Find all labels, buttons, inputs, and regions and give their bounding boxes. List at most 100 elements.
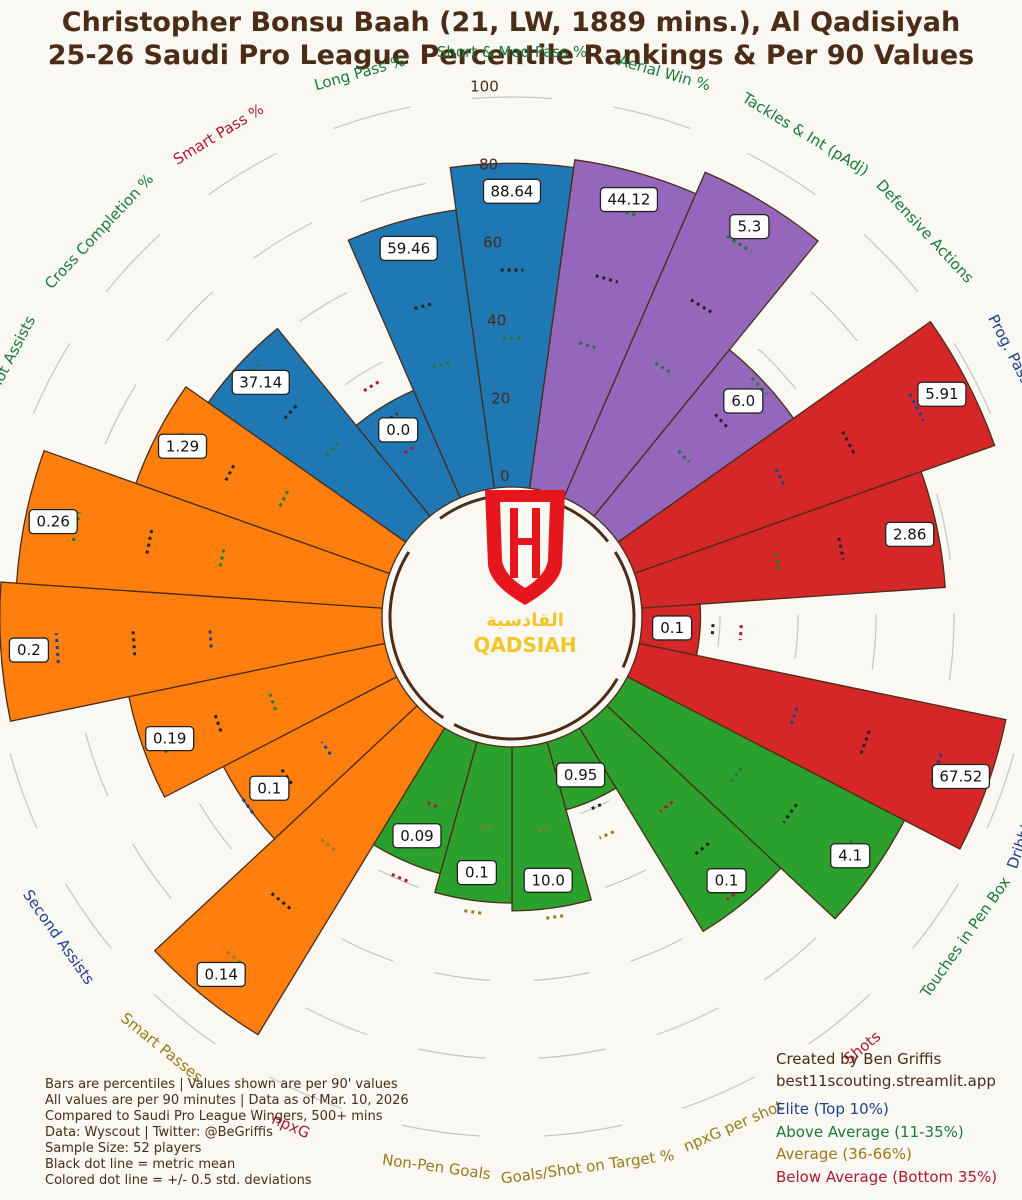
std-dot-line [363, 380, 380, 392]
metric-label: Long Pass % [312, 52, 407, 94]
footnote-line: Compared to Saudi Pro League Wingers, 50… [45, 1109, 383, 1124]
mean-dot-line [587, 803, 602, 812]
legend-elite: Elite (Top 10%) [776, 1100, 889, 1118]
metric-label: Defensive Actions [872, 176, 977, 287]
mean-dot-line [714, 413, 730, 430]
std-dot-line [578, 341, 598, 350]
grid-arc [341, 938, 394, 962]
metric-label: Prog. Passes [984, 312, 1022, 403]
std-dot-line [534, 827, 549, 833]
grid-arc [105, 233, 161, 293]
grid-arc [360, 182, 426, 203]
grid-arc [64, 883, 112, 949]
value-label-box [885, 521, 935, 548]
metric-label: Second Assists [19, 886, 98, 988]
legend-below-average: Below Average (Bottom 35%) [776, 1167, 998, 1186]
grid-arc [153, 993, 216, 1045]
value-label: 1.29 [166, 437, 199, 455]
radial-tick-label: 20 [491, 389, 510, 407]
credits: Created by Ben Griffis best11scouting.st… [776, 1048, 996, 1092]
grid-arc [810, 291, 858, 342]
std-dot-line [320, 741, 332, 756]
logo-latin-text: QADSIAH [473, 633, 576, 657]
bar-long-pass- [347, 209, 496, 499]
grid-arc [9, 753, 38, 829]
value-label-box [196, 961, 246, 988]
group-arc [388, 551, 445, 720]
value-label-box [931, 763, 991, 790]
metric-label: Tackles & Int (pAdj) [738, 88, 872, 179]
value-label-box [555, 762, 606, 788]
value-label: 0.0 [386, 421, 410, 439]
std-dot-line [774, 468, 787, 488]
value-label: 0.2 [17, 641, 41, 659]
grid-arc [808, 993, 871, 1045]
value-label-box [651, 615, 693, 641]
grid-arc [613, 106, 691, 130]
metric-label: npxG per shot [681, 1097, 786, 1156]
value-label: 37.14 [239, 373, 282, 391]
grid-arc [32, 342, 71, 414]
std-dot-line [598, 830, 615, 840]
value-label-box [379, 235, 438, 262]
grid-arc [344, 361, 383, 386]
value-label-box [729, 213, 770, 240]
value-label-box [830, 843, 871, 869]
qadsiah-crest-icon: القادسية QADSIAH [473, 490, 577, 657]
metric-label: Short & Med Pass % [437, 43, 587, 61]
std-dot-line [318, 836, 336, 852]
value-label: 0.26 [36, 513, 69, 531]
std-dot-line [403, 444, 417, 454]
grid-arc [630, 938, 683, 962]
std-dot-line [908, 393, 925, 422]
bar-shot-assists [135, 385, 407, 575]
value-labels: 0.0 59.46 88.64 44.12 5.3 6.0 5.91 2.86 0.1 67.52… [8, 178, 991, 988]
grid-arc [166, 291, 214, 342]
grid-arc [538, 1048, 606, 1059]
std-dot-line [789, 707, 799, 727]
value-label-box [8, 637, 50, 663]
std-dot-line [611, 207, 640, 218]
footnote-line: Data: Wyscout | Twitter: @BeGriffis [45, 1125, 273, 1140]
value-label: 0.95 [564, 766, 597, 784]
std-dot-line [729, 766, 743, 784]
std-dot-line [774, 552, 781, 571]
group-arc [613, 551, 636, 669]
std-dot-line [208, 627, 213, 648]
value-label: 0.1 [715, 872, 739, 890]
grid-arc [131, 843, 172, 900]
std-dot-line [725, 235, 752, 253]
bar-assists [128, 642, 398, 798]
footnote-line: Black dot line = metric mean [45, 1157, 236, 1172]
value-label: 0.1 [257, 779, 281, 797]
std-dot-line [278, 490, 290, 507]
value-label: 5.91 [925, 385, 958, 403]
grid-arc [104, 383, 137, 445]
grid-arc [434, 972, 491, 981]
std-dot-line [222, 947, 247, 969]
std-dot-line [461, 908, 482, 915]
grid-arc [418, 1048, 486, 1059]
metric-label: Smart Pass % [170, 100, 267, 169]
value-label-box [723, 388, 764, 414]
grid-arc [912, 883, 960, 949]
grid-arc [953, 342, 992, 414]
value-label-box [706, 868, 747, 894]
grid-arc [757, 348, 797, 390]
tier-legend: Elite (Top 10%) Above Average (11-35%) A… [776, 1098, 997, 1188]
radial-tick-label: 80 [479, 156, 498, 174]
mean-dot-line [710, 624, 715, 638]
metric-label: Smart Passes [117, 1009, 206, 1086]
grid-arc [543, 1124, 623, 1137]
grid-arc [253, 222, 313, 259]
metric-label: Aerial Win % [616, 51, 712, 94]
logo-arabic-text: القادسية [486, 610, 564, 631]
grid-arc [936, 494, 951, 561]
value-label: 4.1 [838, 847, 862, 865]
grid-arc [948, 613, 955, 681]
footnote-line: Sample Size: 52 players [45, 1141, 202, 1156]
grid-arc [747, 152, 816, 196]
std-dot-line [476, 824, 491, 830]
